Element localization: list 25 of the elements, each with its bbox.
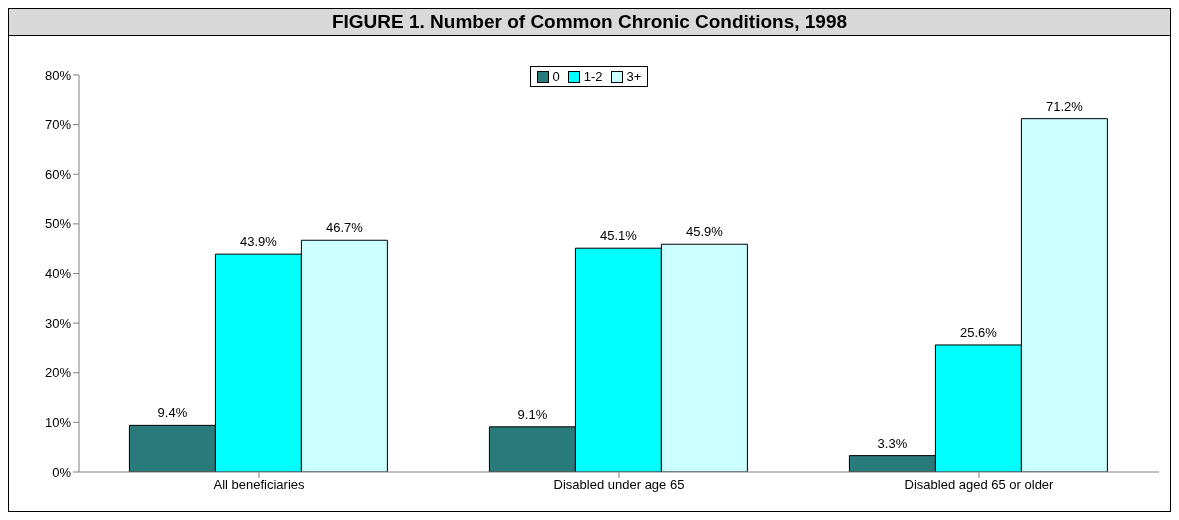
y-tick-label: 10% <box>44 414 72 430</box>
data-label: 9.4% <box>157 405 188 421</box>
data-label: 46.7% <box>325 220 364 236</box>
y-tick-label: 60% <box>44 166 72 182</box>
data-label: 43.9% <box>239 234 278 250</box>
legend-label: 3+ <box>625 69 642 84</box>
data-label: 71.2% <box>1045 98 1084 114</box>
data-label: 9.1% <box>517 406 548 422</box>
y-tick-label: 30% <box>44 315 72 331</box>
x-tick-label: All beneficiaries <box>213 477 306 493</box>
data-label: 45.1% <box>599 228 638 244</box>
y-tick-label: 80% <box>44 67 72 83</box>
y-tick-label: 70% <box>44 117 72 133</box>
legend-label: 1-2 <box>582 69 603 84</box>
y-tick-label: 40% <box>44 266 72 282</box>
legend-label: 0 <box>551 69 560 84</box>
chart-title: FIGURE 1. Number of Common Chronic Conditions, 1998 <box>9 9 1170 36</box>
y-tick-label: 20% <box>44 365 72 381</box>
data-label: 3.3% <box>877 435 908 451</box>
data-label: 25.6% <box>959 324 998 340</box>
data-label: 45.9% <box>685 224 724 240</box>
y-tick-label: 50% <box>44 216 72 232</box>
x-tick-label: Disabled under age 65 <box>553 477 685 493</box>
y-tick-label: 0% <box>52 464 72 480</box>
x-tick-label: Disabled aged 65 or older <box>904 477 1055 493</box>
